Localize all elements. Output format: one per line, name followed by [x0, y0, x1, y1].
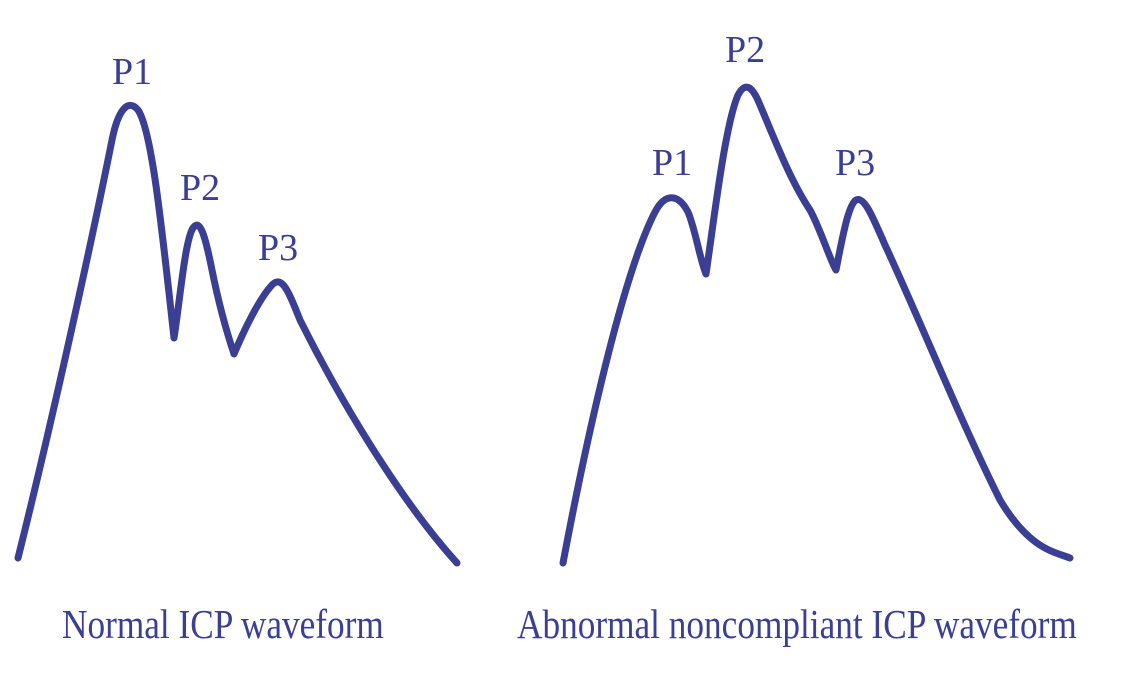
abnormal-peak-label-p1: P1: [652, 142, 692, 184]
normal-peak-label-p1: P1: [112, 51, 152, 93]
normal-waveform-caption: Normal ICP waveform: [62, 601, 384, 647]
normal-waveform-group: P1 P2 P3: [14, 51, 461, 567]
normal-peak-label-p2: P2: [180, 167, 220, 209]
abnormal-waveform-trace: [559, 83, 1074, 567]
normal-waveform-trace: [14, 102, 461, 567]
abnormal-waveform-group: P1 P2 P3: [559, 29, 1074, 567]
normal-peak-label-p3: P3: [258, 227, 298, 269]
abnormal-peak-label-p3: P3: [835, 142, 875, 184]
abnormal-waveform-caption: Abnormal noncompliant ICP waveform: [517, 601, 1077, 647]
abnormal-peak-label-p2: P2: [725, 29, 765, 71]
